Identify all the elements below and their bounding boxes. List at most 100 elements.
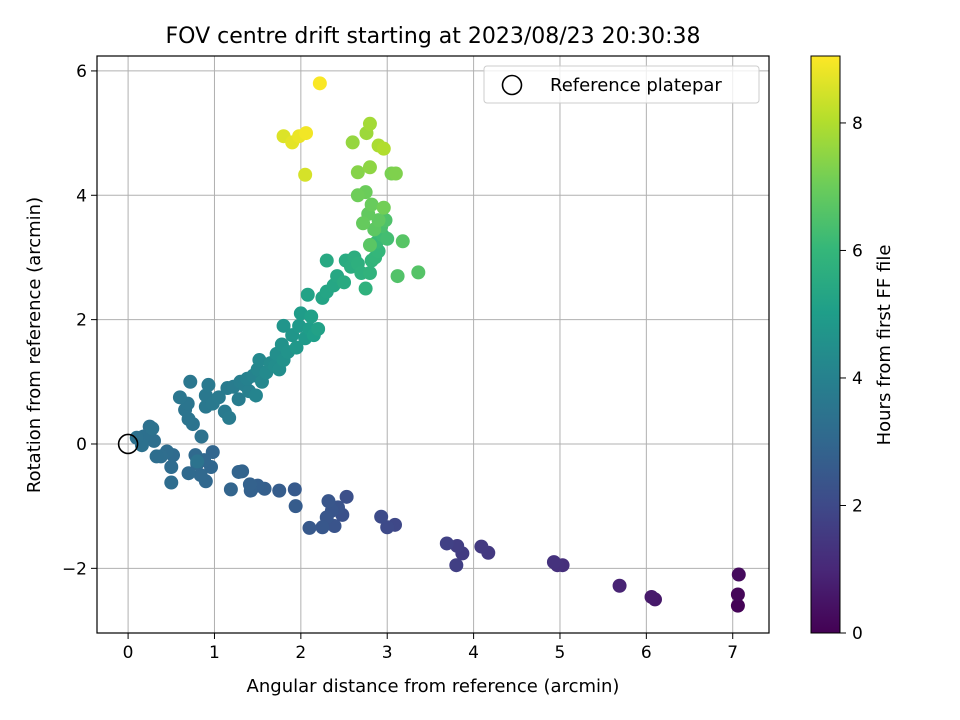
data-point	[364, 197, 379, 212]
data-point	[612, 578, 627, 593]
data-point	[289, 340, 304, 355]
data-point	[730, 598, 745, 613]
data-point	[190, 454, 205, 469]
data-point	[376, 200, 391, 215]
x-axis-label: Angular distance from reference (arcmin)	[247, 676, 620, 697]
data-point	[193, 468, 208, 483]
data-point	[129, 430, 144, 445]
legend-entry-reference: Reference platepar	[550, 75, 722, 96]
y-axis-ticks: −2 0 2 4 6	[62, 62, 97, 579]
data-point	[248, 388, 263, 403]
data-point	[222, 410, 237, 425]
data-point	[201, 377, 216, 392]
data-point	[194, 429, 209, 444]
colorbar	[811, 56, 840, 633]
x-tick-label: 0	[123, 643, 134, 663]
legend-marker-icon	[501, 74, 523, 96]
x-tick-label: 3	[382, 643, 393, 663]
data-point	[321, 494, 336, 509]
data-point	[337, 275, 352, 290]
data-point	[345, 135, 360, 150]
data-point	[302, 520, 317, 535]
data-point	[312, 76, 327, 91]
data-point	[164, 459, 179, 474]
data-point	[304, 309, 319, 324]
data-point	[252, 353, 267, 368]
colorbar-tick-label: 8	[852, 114, 863, 134]
data-point	[731, 567, 746, 582]
data-point	[288, 499, 303, 514]
colorbar-label: Hours from first FF file	[874, 245, 895, 446]
y-tick-label: −2	[62, 559, 87, 579]
data-point	[730, 587, 745, 602]
colorbar-tick-label: 4	[852, 369, 863, 389]
data-point	[145, 421, 160, 436]
data-points	[129, 76, 746, 613]
data-point	[287, 482, 302, 497]
y-tick-label: 2	[76, 311, 87, 331]
data-point	[300, 287, 315, 302]
colorbar-tick-label: 0	[852, 624, 863, 644]
data-point	[311, 321, 326, 336]
colorbar-frame	[810, 55, 841, 634]
legend-box	[483, 65, 760, 104]
data-point	[339, 489, 354, 504]
data-point	[388, 166, 403, 181]
data-point	[362, 265, 377, 280]
y-axis-label: Rotation from reference (arcmin)	[24, 197, 45, 493]
y-tick-label: 0	[76, 435, 87, 455]
data-point	[362, 116, 377, 131]
data-point	[231, 464, 246, 479]
plot-area	[97, 56, 769, 633]
chart-title: FOV centre drift starting at 2023/08/23 …	[166, 24, 701, 49]
data-point	[449, 558, 464, 573]
data-point	[395, 234, 410, 249]
data-point	[362, 238, 377, 253]
colorbar-tick-label: 6	[852, 241, 863, 261]
reference-platepar-marker	[117, 433, 139, 455]
colorbar-ticks: 0 2 4 6 8	[840, 114, 863, 644]
data-point	[376, 141, 391, 156]
data-point	[272, 483, 287, 498]
data-point	[223, 482, 238, 497]
x-tick-label: 4	[468, 643, 479, 663]
data-point	[546, 555, 561, 570]
data-point	[362, 160, 377, 175]
data-point	[298, 167, 313, 182]
data-point	[172, 390, 187, 405]
x-tick-label: 2	[295, 643, 306, 663]
y-tick-label: 6	[76, 62, 87, 82]
data-point	[276, 318, 291, 333]
data-point	[380, 231, 395, 246]
data-point	[183, 374, 198, 389]
data-point	[231, 392, 246, 407]
data-point	[439, 536, 454, 551]
data-point	[315, 520, 330, 535]
data-point	[242, 477, 257, 492]
plot-frame	[96, 55, 770, 634]
data-point	[474, 539, 489, 554]
data-point	[390, 269, 405, 284]
legend: Reference platepar	[483, 65, 760, 104]
data-point	[299, 126, 314, 141]
data-point	[350, 165, 365, 180]
data-point	[411, 265, 426, 280]
data-point	[356, 216, 371, 231]
x-tick-label: 6	[641, 643, 652, 663]
data-point	[181, 466, 196, 481]
data-point	[371, 213, 386, 228]
data-point	[164, 475, 179, 490]
data-point	[374, 509, 389, 524]
x-tick-label: 7	[727, 643, 738, 663]
data-point	[358, 281, 373, 296]
x-tick-label: 5	[555, 643, 566, 663]
data-point	[644, 589, 659, 604]
data-point	[380, 520, 395, 535]
data-point	[350, 188, 365, 203]
x-axis-ticks: 0 1 2 3 4 5 6 7	[123, 633, 738, 663]
data-point	[149, 449, 164, 464]
data-point	[211, 390, 226, 405]
y-tick-label: 4	[76, 186, 87, 206]
colorbar-tick-label: 2	[852, 496, 863, 516]
